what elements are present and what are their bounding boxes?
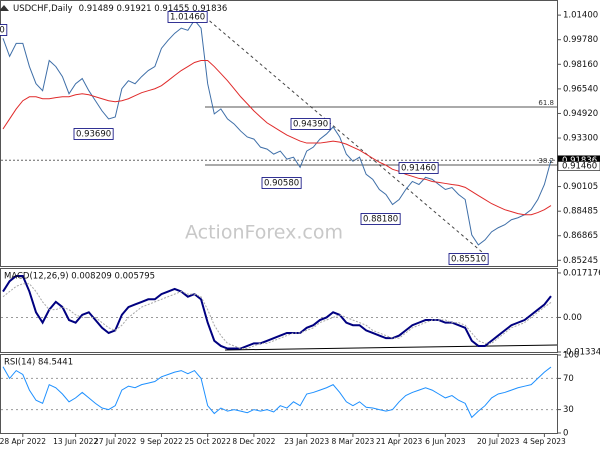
- price-label: 0.91836: [562, 156, 597, 166]
- x-tick-label: 28 Apr 2022: [0, 437, 46, 446]
- series-line: [2, 19, 552, 246]
- chart-subtitle: 0.91489 0.91921 0.91455 0.91836: [79, 4, 228, 14]
- annotation: 0.88180: [363, 215, 398, 225]
- macd-title: MACD(12,26,9) 0.008209 0.005795: [4, 272, 155, 282]
- watermark: ActionForex.com: [185, 222, 343, 244]
- annotation-box: [290, 118, 331, 130]
- rsi-title: RSI(14) 84.5441: [4, 358, 73, 368]
- rsi-panel: [0, 354, 558, 434]
- signal-line: [2, 283, 552, 350]
- y-tick-label: 0.00: [563, 313, 582, 323]
- y-tick-label: 0.94920: [563, 109, 598, 119]
- x-tick-label: 20 Jul 2023: [477, 437, 520, 446]
- annotation-box: [448, 253, 489, 265]
- x-tick-label: 6 Jun 2023: [425, 437, 466, 446]
- x-tick-label: 21 Apr 2023: [376, 437, 423, 446]
- y-tick-label: 0.93300: [563, 134, 598, 144]
- x-tick-label: 4 Sep 2023: [523, 437, 566, 446]
- y-tick-label: 0.98160: [563, 60, 598, 70]
- y-tick-label: 0.90105: [563, 182, 598, 192]
- header-icon: [0, 5, 9, 11]
- annotation-box: [398, 162, 439, 174]
- y-tick-label: 0.99780: [563, 35, 598, 45]
- y-tick-label: 0.85245: [563, 256, 598, 266]
- annotation: 0.93690: [76, 130, 111, 140]
- macd-panel: [0, 268, 558, 353]
- price-label-box: [557, 161, 600, 171]
- x-tick-label: 23 Jan 2023: [284, 437, 329, 446]
- annotation-box: [73, 128, 114, 140]
- y-tick-label: 0.86865: [563, 231, 598, 241]
- annotation-box: [360, 213, 401, 225]
- header: USDCHF,Daily 0.91489 0.91921 0.91455 0.91…: [13, 4, 227, 14]
- y-tick-label: 0.017176: [563, 268, 600, 278]
- annotation-box: [0, 24, 8, 36]
- y-tick-label: 0.96540: [563, 84, 598, 94]
- annotation: 30: [0, 26, 5, 36]
- annotation-box: [167, 11, 208, 23]
- x-tick-label: 13 Jun 2022: [53, 437, 98, 446]
- y-tick-label: 0.88485: [563, 207, 598, 217]
- series-line: [2, 366, 552, 419]
- trend-line: [204, 16, 483, 253]
- y-tick-label: 1.01400: [563, 11, 598, 21]
- x-tick-label: 8 Mar 2023: [332, 437, 375, 446]
- chart-title: USDCHF,Daily: [13, 4, 73, 14]
- x-tick-label: 8 Dec 2022: [232, 437, 275, 446]
- plot-layer: 1.01400 0.99780 0.98160 0.96540 0.94920 0.933…: [0, 11, 600, 446]
- annotation: 0.90580: [264, 179, 299, 189]
- y-tick-label: -0.01334: [563, 348, 600, 358]
- annotation: 0.85510: [451, 255, 486, 265]
- annotation: 0.91460: [401, 164, 436, 174]
- price-panel: [0, 0, 558, 267]
- x-tick-label: 27 Jul 2022: [94, 437, 137, 446]
- y-tick-label: 70: [563, 374, 574, 384]
- price-label: 0.91460: [562, 161, 597, 171]
- annotation: 38.2: [538, 157, 554, 165]
- annotation-box: [261, 177, 302, 189]
- macd-trend-line: [224, 344, 558, 351]
- annotation: 0.94390: [293, 120, 328, 130]
- annotation: 1.01460: [170, 13, 205, 23]
- y-tick-label: 100: [563, 351, 579, 361]
- y-tick-label: 0: [563, 429, 568, 439]
- x-tick-label: 9 Sep 2022: [140, 437, 183, 446]
- y-tick-label: 30: [563, 405, 574, 415]
- series-line: [2, 274, 552, 350]
- annotation: 61.8: [538, 99, 554, 107]
- x-tick-label: 25 Oct 2022: [184, 437, 231, 446]
- signal-line: [2, 59, 552, 216]
